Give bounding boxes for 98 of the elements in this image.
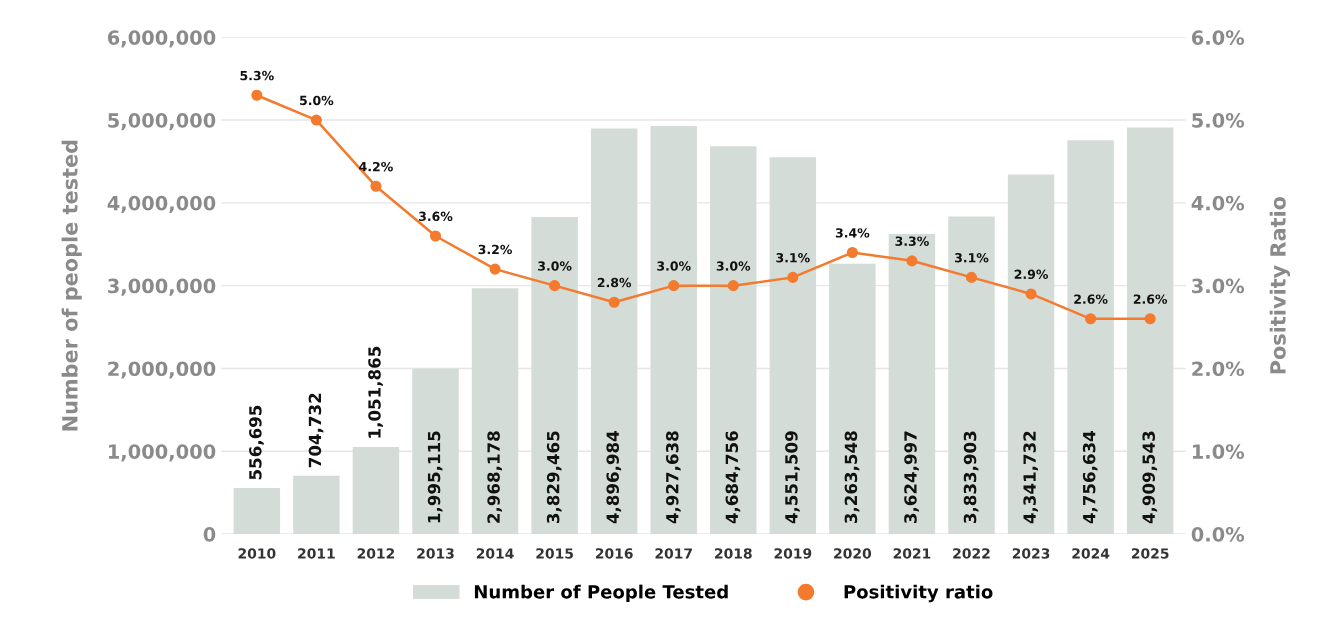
data-label: 704,732	[308, 393, 324, 468]
legend-label: Positivity ratio	[844, 584, 993, 603]
bar	[352, 446, 400, 535]
data-label: 2.9%	[1014, 269, 1048, 280]
y2-tick-label: 5.0%	[1192, 113, 1245, 128]
x-tick-label: 2011	[298, 548, 335, 559]
point	[846, 246, 858, 259]
data-label: 3,833,903	[963, 431, 979, 524]
data-label: 2.6%	[1074, 294, 1108, 304]
point	[608, 296, 620, 308]
x-tick-label: 2012	[357, 548, 395, 559]
point	[549, 280, 561, 292]
data-label: 4.2%	[359, 161, 393, 172]
x-tick-label: 2022	[953, 548, 990, 559]
data-label: 4,341,732	[1023, 431, 1039, 524]
bar	[1067, 140, 1114, 535]
bar	[412, 368, 459, 535]
bar	[590, 128, 638, 535]
bar	[769, 157, 817, 535]
data-label: 4,551,509	[785, 431, 800, 524]
point	[310, 114, 322, 126]
y-axis-title: Number of people tested	[61, 140, 82, 431]
data-label: 3.6%	[419, 211, 453, 222]
x-tick-label: 2010	[238, 548, 276, 559]
data-label: 556,695	[249, 405, 264, 480]
y2-axis-title: Positivity Ratio	[1269, 196, 1291, 374]
x-tick-label: 2017	[655, 548, 692, 559]
x-tick-label: 2016	[595, 548, 633, 559]
data-label: 2,968,178	[487, 431, 503, 523]
bar	[531, 216, 578, 535]
bar	[1007, 174, 1055, 535]
point	[965, 271, 978, 283]
data-label: 5.3%	[240, 70, 274, 81]
data-label: 3.0%	[657, 261, 691, 271]
bar	[948, 216, 995, 535]
data-label: 3.0%	[538, 261, 572, 271]
x-tick-label: 2013	[417, 548, 454, 559]
point	[1144, 313, 1156, 325]
y-tick-label: 3,000,000	[108, 278, 216, 296]
y2-tick-label: 2.0%	[1192, 361, 1245, 377]
bar	[471, 288, 519, 535]
bar	[710, 146, 757, 535]
data-label: 4,896,984	[606, 431, 622, 524]
data-label: 1,995,115	[427, 431, 443, 523]
legend-label: Number of People Tested	[474, 584, 728, 603]
data-label: 3,263,548	[844, 431, 860, 524]
bar	[1126, 127, 1174, 535]
x-tick-label: 2025	[1131, 548, 1169, 559]
point	[370, 180, 382, 192]
bar	[888, 233, 936, 535]
bar	[233, 487, 281, 535]
data-label: 4,927,638	[665, 431, 681, 524]
y2-tick-label: 3.0%	[1192, 278, 1245, 294]
point	[787, 271, 799, 283]
data-label: 2.6%	[1133, 294, 1168, 304]
point	[1085, 313, 1097, 325]
data-label: 3.3%	[895, 236, 929, 246]
x-tick-label: 2024	[1072, 548, 1110, 559]
data-label: 4,756,634	[1082, 431, 1098, 524]
point	[1025, 288, 1037, 300]
bar	[829, 263, 876, 535]
bar	[650, 126, 697, 535]
point	[489, 263, 501, 275]
point	[906, 255, 918, 267]
y2-tick-label: 4.0%	[1191, 195, 1245, 211]
y2-tick-label: 1.0%	[1192, 444, 1245, 459]
y-tick-label: 4,000,000	[107, 195, 216, 214]
y-tick-label: 6,000,000	[107, 30, 216, 48]
point	[727, 280, 739, 292]
point	[251, 89, 263, 101]
data-label: 1,051,865	[368, 346, 383, 438]
x-tick-label: 2018	[715, 548, 752, 559]
data-label: 3.1%	[776, 253, 810, 263]
data-label: 3.2%	[478, 244, 512, 255]
data-label: 4,909,543	[1142, 431, 1158, 524]
bar	[293, 475, 340, 535]
y2-tick-label: 0.0%	[1191, 527, 1245, 542]
data-label: 3,829,465	[546, 431, 562, 524]
data-label: 2.8%	[597, 277, 632, 288]
data-label: 3.1%	[955, 253, 989, 263]
data-label: 3.4%	[835, 228, 870, 238]
x-tick-label: 2019	[774, 548, 812, 559]
data-label: 5.0%	[300, 95, 334, 106]
point	[668, 280, 680, 292]
data-label: 4,684,756	[725, 431, 741, 524]
y-tick-label: 2,000,000	[108, 361, 216, 379]
x-tick-label: 2021	[893, 548, 931, 559]
y2-tick-label: 6.0%	[1191, 30, 1245, 45]
y-tick-label: 5,000,000	[108, 113, 216, 131]
x-tick-label: 2015	[536, 548, 573, 559]
x-tick-label: 2023	[1012, 548, 1050, 559]
x-tick-label: 2014	[476, 548, 514, 559]
data-label: 3,624,997	[904, 431, 919, 524]
data-label: 3.0%	[716, 261, 751, 271]
point	[429, 230, 442, 242]
x-tick-label: 2020	[834, 548, 872, 559]
y-tick-label: 0	[203, 527, 216, 542]
y-tick-label: 1,000,000	[108, 444, 216, 462]
